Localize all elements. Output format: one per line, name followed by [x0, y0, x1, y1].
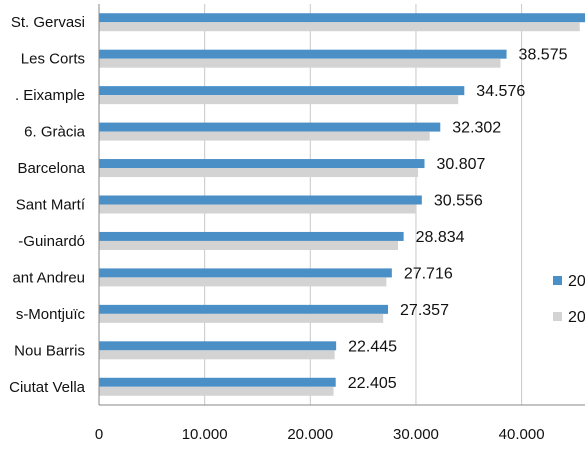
- x-tick-label-2: 20.000: [287, 426, 333, 443]
- legend-swatch-0: [553, 276, 562, 285]
- value-label-3: 32.302: [452, 120, 501, 137]
- legend-label-0: 20: [568, 273, 585, 290]
- bars: [99, 13, 585, 396]
- bar-series2-7: [99, 277, 387, 287]
- bar-series2-10: [99, 386, 334, 396]
- bar-series1-0: [99, 13, 585, 23]
- category-labels: St. Gervasi Les Corts . Eixample 6. Gràcia B…: [9, 14, 86, 396]
- category-label-1: Les Corts: [21, 51, 85, 68]
- value-label-9: 22.445: [348, 338, 397, 355]
- category-label-4: Barcelona: [17, 160, 85, 177]
- x-tick-label-0: 0: [95, 426, 103, 443]
- category-label-7: ant Andreu: [12, 269, 85, 286]
- bar-series2-4: [99, 168, 419, 178]
- value-labels: 38.575 34.576 32.302 30.807 30.556 28.834 27.7…: [348, 47, 568, 392]
- category-label-9: Nou Barris: [14, 342, 85, 359]
- value-label-10: 22.405: [348, 375, 397, 392]
- bar-series1-4: [99, 159, 425, 169]
- value-label-7: 27.716: [404, 265, 453, 282]
- bar-series2-1: [99, 58, 501, 68]
- bar-series1-5: [99, 195, 422, 205]
- category-label-0: St. Gervasi: [11, 14, 85, 31]
- category-label-2: . Eixample: [15, 87, 85, 104]
- x-tick-label-4: 40.000: [499, 426, 545, 443]
- value-label-1: 38.575: [519, 47, 568, 64]
- x-axis: 0 10.000 20.000 30.000 40.000: [95, 4, 585, 443]
- value-label-5: 30.556: [434, 193, 483, 210]
- bar-series1-9: [99, 341, 337, 351]
- bar-series2-5: [99, 204, 416, 214]
- value-label-4: 30.807: [436, 156, 485, 173]
- category-label-5: Sant Martí: [16, 197, 86, 214]
- bar-series2-6: [99, 240, 398, 250]
- bar-series2-8: [99, 313, 384, 323]
- category-label-10: Ciutat Vella: [9, 379, 86, 396]
- bar-series1-10: [99, 377, 336, 387]
- value-label-2: 34.576: [476, 83, 525, 100]
- category-label-8: s-Montjuïc: [16, 306, 86, 323]
- bar-series1-2: [99, 86, 465, 96]
- bar-series1-6: [99, 231, 404, 241]
- x-tick-label-3: 30.000: [393, 426, 439, 443]
- bar-series1-3: [99, 122, 441, 132]
- bar-series2-9: [99, 350, 335, 360]
- legend-label-1: 20: [568, 309, 585, 326]
- bar-series2-2: [99, 95, 459, 105]
- bar-series1-8: [99, 304, 389, 314]
- value-label-8: 27.357: [400, 302, 449, 319]
- bar-series2-0: [99, 22, 580, 32]
- category-label-3: 6. Gràcia: [24, 124, 86, 141]
- category-label-6: -Guinardó: [18, 233, 85, 250]
- x-tick-label-1: 10.000: [182, 426, 228, 443]
- value-label-6: 28.834: [416, 229, 465, 246]
- legend-swatch-1: [553, 312, 562, 321]
- bar-series1-1: [99, 49, 507, 59]
- bar-series2-3: [99, 131, 430, 141]
- bar-series1-7: [99, 268, 392, 278]
